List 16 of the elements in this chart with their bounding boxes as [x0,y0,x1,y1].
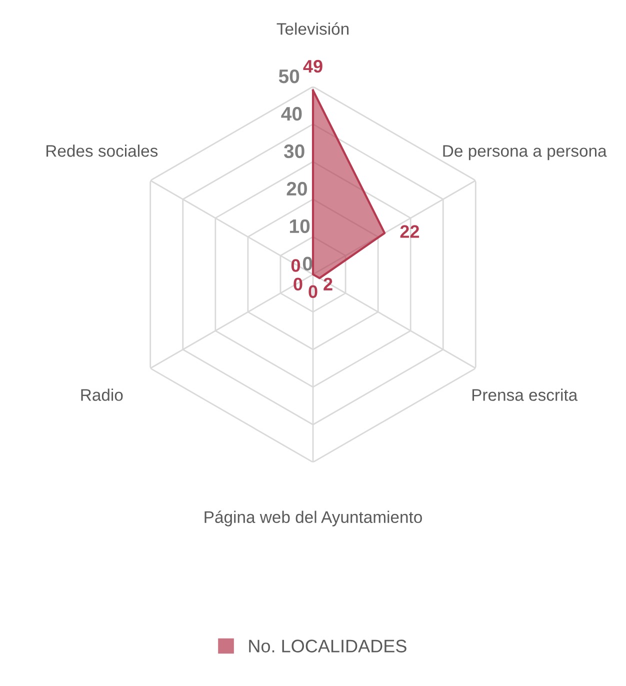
spoke-label: Televisión [276,22,349,35]
legend-label: No. LOCALIDADES [249,640,406,652]
y-tick-label: 10 [290,219,310,234]
spoke-label: Prensa escrita [472,388,578,401]
y-tick-label: 20 [286,182,307,196]
data-label: 22 [400,225,420,238]
spoke-label: Redes sociales [46,144,158,157]
y-tick-label: 0 [302,256,312,271]
y-tick-label: 50 [278,69,300,84]
y-tick-label: 40 [281,106,302,121]
data-label: 49 [303,60,322,73]
y-tick-label: 30 [284,144,304,158]
spoke-label: De persona a persona [443,145,607,160]
data-label: 2 [324,278,332,290]
spoke-label: Página web del Ayuntamiento [204,510,422,526]
spoke-label: Radio [81,388,123,401]
